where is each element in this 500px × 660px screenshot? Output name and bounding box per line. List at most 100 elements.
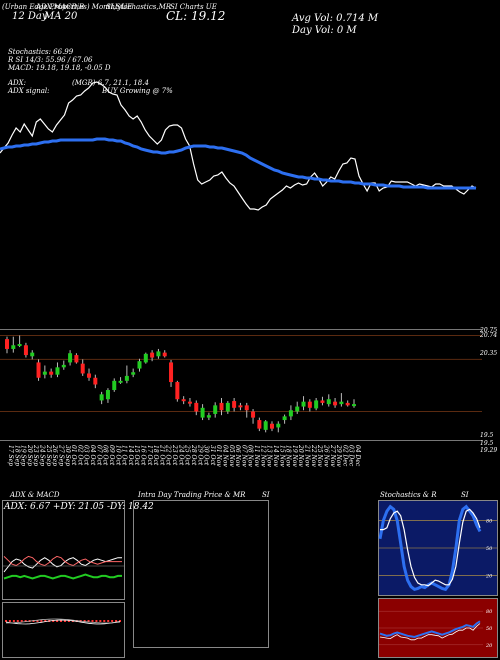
x-tick-label: 24 Oct bbox=[177, 444, 184, 466]
candle-body bbox=[345, 402, 350, 406]
adx-macd-title: ADX & MACD bbox=[10, 491, 60, 499]
candle-body bbox=[301, 401, 306, 407]
adx-readout: ADX: 6.67 +DY: 21.05 -DY: 18.42 bbox=[4, 502, 154, 512]
macd-histogram-bar bbox=[119, 620, 121, 622]
candle-body bbox=[118, 380, 123, 383]
macd-histogram-bar bbox=[44, 620, 47, 622]
candle-body bbox=[187, 401, 192, 404]
x-tick-label: 14 Oct bbox=[127, 445, 134, 466]
candle-body bbox=[162, 352, 167, 357]
candle-body bbox=[112, 380, 117, 391]
candle-body bbox=[49, 371, 54, 375]
tab-list: ADX,MACD,B bbox=[36, 3, 85, 11]
close-price: CL: 19.12 bbox=[166, 9, 226, 23]
candle-body bbox=[263, 421, 268, 430]
candle-body bbox=[17, 344, 22, 347]
macd-histogram-bar bbox=[91, 620, 94, 622]
x-tick-label: 17 Oct bbox=[146, 445, 153, 466]
macd-histogram-bar bbox=[16, 620, 19, 622]
y-tick-label: 19.5 bbox=[480, 432, 494, 439]
symbol-text: SI Charts UE bbox=[170, 3, 217, 11]
x-tick-label: 05 Nov bbox=[228, 445, 235, 467]
stoch-line-slow bbox=[380, 508, 481, 587]
x-tick-label: 31 Oct bbox=[209, 445, 216, 466]
macd-histogram-bar bbox=[40, 620, 43, 622]
candle-body bbox=[175, 382, 180, 400]
macd-histogram-bar bbox=[63, 620, 66, 622]
rsi-line bbox=[379, 620, 481, 639]
x-tick-label: 01 Oct bbox=[70, 445, 77, 466]
stochastics-detail: R SI 14/3: 55.96 / 67.06 bbox=[8, 56, 93, 64]
candle-body bbox=[131, 372, 136, 375]
macd-histogram-bar bbox=[83, 620, 86, 622]
macd-histogram-bar bbox=[36, 620, 39, 622]
x-tick-label: 13 Nov bbox=[266, 445, 273, 467]
x-tick-label: 29 Nov bbox=[335, 444, 342, 467]
x-tick-label: 11 Nov bbox=[253, 445, 260, 467]
macd-histogram-bar bbox=[52, 620, 55, 622]
candle-body bbox=[326, 399, 331, 405]
adx-signal-value: BUY Growing @ 7% bbox=[102, 87, 173, 95]
adx-line-+dy bbox=[3, 557, 122, 573]
rsi-white-line bbox=[379, 623, 481, 641]
macd-histogram-bar bbox=[111, 620, 114, 622]
candle-body bbox=[124, 375, 129, 381]
x-tick-label: 24 Sep bbox=[39, 444, 46, 466]
x-tick-label: 26 Nov bbox=[322, 444, 329, 467]
series-line-ma bbox=[0, 137, 476, 190]
tabs-text: (Urban Edge Properties) MonthlyUE bbox=[2, 3, 132, 11]
macd-panel bbox=[2, 602, 125, 658]
macd-histogram-bar bbox=[95, 620, 98, 622]
x-tick-label: 30 Oct bbox=[203, 445, 210, 466]
intraday-panel bbox=[133, 500, 269, 648]
y-tick-label: 20.75 bbox=[479, 327, 497, 334]
macd-histogram-bar bbox=[115, 620, 118, 622]
candle-body bbox=[68, 353, 73, 363]
candle-body bbox=[339, 401, 344, 405]
period-label: 12 Day bbox=[12, 11, 48, 22]
x-tick-label: 21 Nov bbox=[304, 444, 311, 467]
candle-body bbox=[11, 345, 16, 349]
stoch-tick: 50 bbox=[486, 546, 493, 552]
candle-body bbox=[30, 352, 35, 357]
x-tick-label: 02 Dec bbox=[341, 445, 348, 467]
candle-panel bbox=[0, 329, 482, 441]
x-tick-label: 23 Sep bbox=[32, 444, 39, 466]
x-tick-label: 27 Nov bbox=[329, 444, 336, 467]
x-tick-label: 21 Oct bbox=[158, 444, 165, 466]
candle-body bbox=[61, 364, 66, 368]
candle-body bbox=[181, 399, 186, 402]
candle-body bbox=[105, 390, 110, 400]
candle-body bbox=[93, 377, 98, 385]
candle-body bbox=[314, 400, 319, 409]
candle-body bbox=[352, 404, 356, 407]
candle-body bbox=[225, 402, 230, 412]
adx-line-adx bbox=[3, 573, 122, 580]
adx-label: ADX: bbox=[8, 79, 27, 87]
rsi-tick: 20 bbox=[485, 643, 493, 649]
chart-title: (Urban Edge Properties) MonthlyUE bbox=[2, 3, 133, 11]
x-tick-label: 17 Sep bbox=[7, 445, 14, 466]
x-tick-label: 19 Nov bbox=[291, 445, 298, 467]
intraday-si: SI bbox=[262, 491, 270, 499]
rsi-tick: 80 bbox=[486, 609, 493, 615]
x-tick-label: 18 Nov bbox=[285, 445, 292, 467]
candle-body bbox=[232, 401, 237, 408]
candle-body bbox=[333, 401, 338, 406]
x-tick-label: 03 Dec bbox=[348, 445, 355, 467]
day-volume: Day Vol: 0 M bbox=[292, 25, 357, 36]
x-tick-label: 01 Nov bbox=[215, 445, 222, 467]
stochastics-value: Stochastics: 66.99 bbox=[8, 48, 74, 56]
macd-histogram-bar bbox=[5, 620, 7, 622]
x-tick-label: 30 Sep bbox=[64, 445, 71, 466]
macd-signal-line bbox=[5, 618, 121, 624]
x-tick-label: 10 Oct bbox=[114, 445, 121, 466]
x-tick-label: 04 Oct bbox=[89, 445, 96, 466]
macd-histogram-bar bbox=[56, 620, 59, 622]
macd-line bbox=[5, 619, 121, 625]
si-label: SI,Stochastics,MR bbox=[106, 3, 172, 11]
x-tick-label: 18 Oct bbox=[152, 445, 159, 466]
macd-histogram-bar bbox=[107, 620, 110, 622]
candle-body bbox=[206, 415, 211, 418]
